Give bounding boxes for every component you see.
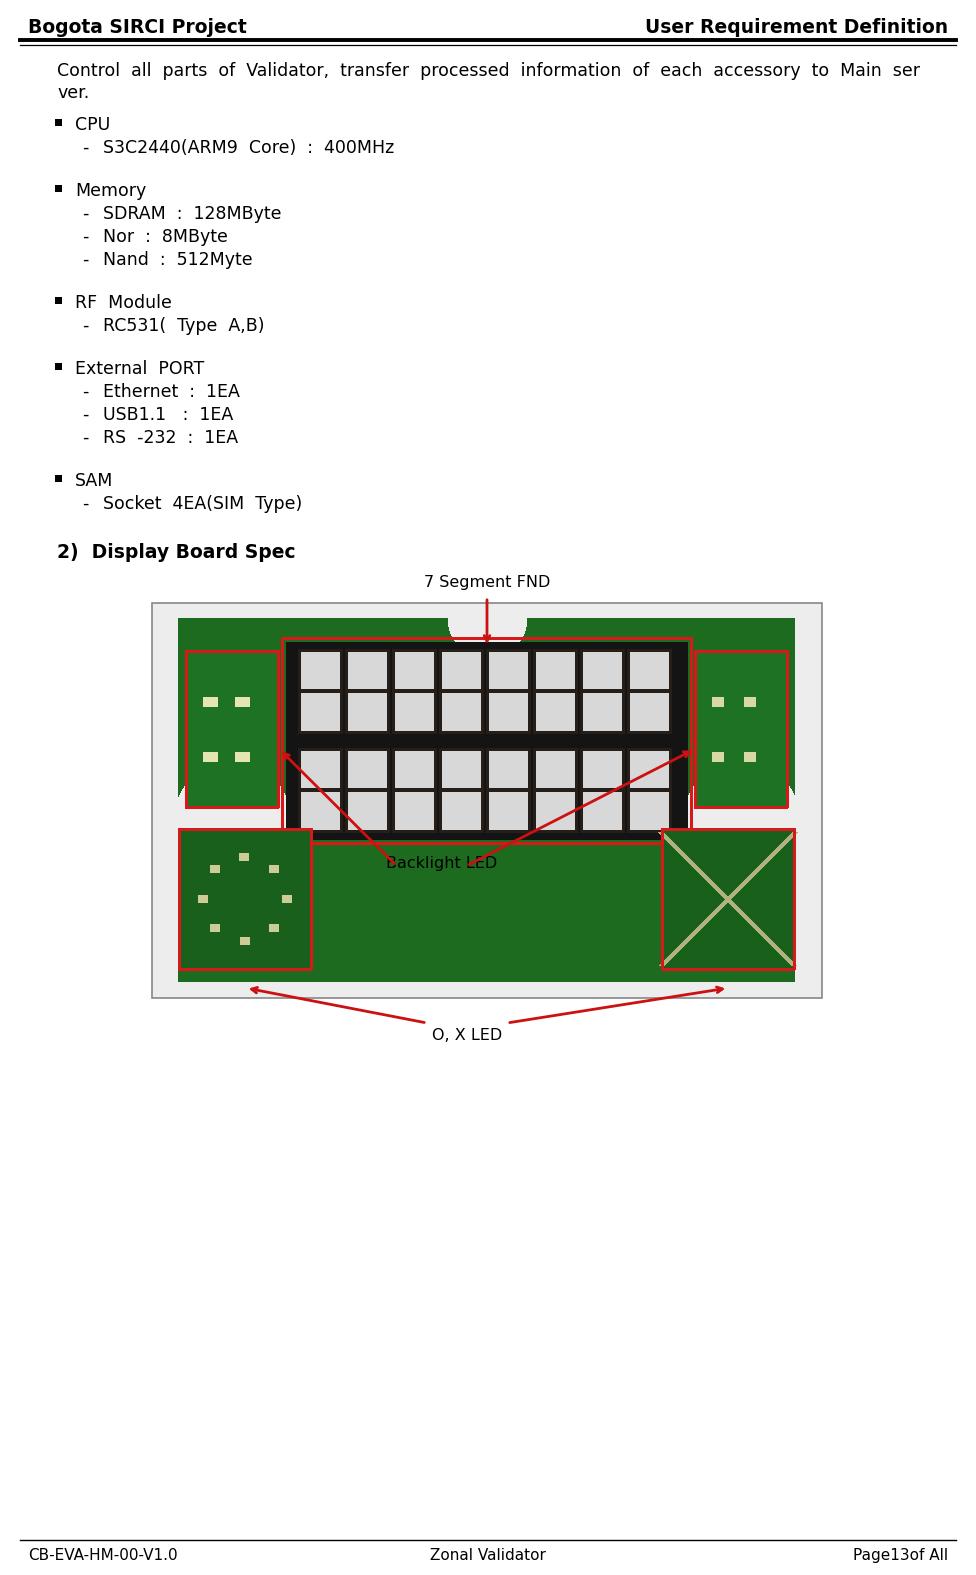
- Text: Control  all  parts  of  Validator,  transfer  processed  information  of  each : Control all parts of Validator, transfer…: [57, 61, 920, 80]
- Text: -: -: [82, 495, 89, 513]
- Text: -: -: [82, 250, 89, 269]
- Text: 2)  Display Board Spec: 2) Display Board Spec: [57, 543, 296, 562]
- Text: External  PORT: External PORT: [75, 361, 204, 378]
- Text: Page13of All: Page13of All: [853, 1548, 948, 1562]
- Text: Ethernet  :  1EA: Ethernet : 1EA: [103, 383, 240, 402]
- Text: Backlight LED: Backlight LED: [386, 855, 498, 871]
- Bar: [55, 476, 62, 482]
- Text: -: -: [82, 406, 89, 424]
- Text: Socket  4EA(SIM  Type): Socket 4EA(SIM Type): [103, 495, 303, 513]
- Bar: [55, 184, 62, 192]
- Bar: [152, 603, 822, 999]
- Text: CB-EVA-HM-00-V1.0: CB-EVA-HM-00-V1.0: [28, 1548, 178, 1562]
- Text: Memory: Memory: [75, 183, 146, 200]
- Text: SDRAM  :  128MByte: SDRAM : 128MByte: [103, 205, 281, 224]
- Text: 7 Segment FND: 7 Segment FND: [424, 575, 550, 591]
- Text: Bogota SIRCI Project: Bogota SIRCI Project: [28, 17, 247, 36]
- Text: -: -: [82, 139, 89, 158]
- Text: Zonal Validator: Zonal Validator: [430, 1548, 546, 1562]
- Text: -: -: [82, 383, 89, 402]
- Text: Nand  :  512Myte: Nand : 512Myte: [103, 250, 253, 269]
- Text: USB1.1   :  1EA: USB1.1 : 1EA: [103, 406, 233, 424]
- Text: RS  -232  :  1EA: RS -232 : 1EA: [103, 428, 238, 447]
- Text: User Requirement Definition: User Requirement Definition: [645, 17, 948, 36]
- Text: CPU: CPU: [75, 117, 110, 134]
- Text: O, X LED: O, X LED: [431, 1028, 502, 1043]
- Text: Nor  :  8MByte: Nor : 8MByte: [103, 228, 227, 246]
- Bar: [55, 362, 62, 370]
- Bar: [55, 120, 62, 126]
- Text: ver.: ver.: [57, 83, 89, 102]
- Text: RC531(  Type  A,B): RC531( Type A,B): [103, 317, 264, 335]
- Text: -: -: [82, 228, 89, 246]
- Text: RF  Module: RF Module: [75, 295, 172, 312]
- Text: -: -: [82, 205, 89, 224]
- Text: S3C2440(ARM9  Core)  :  400MHz: S3C2440(ARM9 Core) : 400MHz: [103, 139, 394, 158]
- Text: -: -: [82, 317, 89, 335]
- Text: -: -: [82, 428, 89, 447]
- Text: SAM: SAM: [75, 472, 113, 490]
- Bar: [55, 298, 62, 304]
